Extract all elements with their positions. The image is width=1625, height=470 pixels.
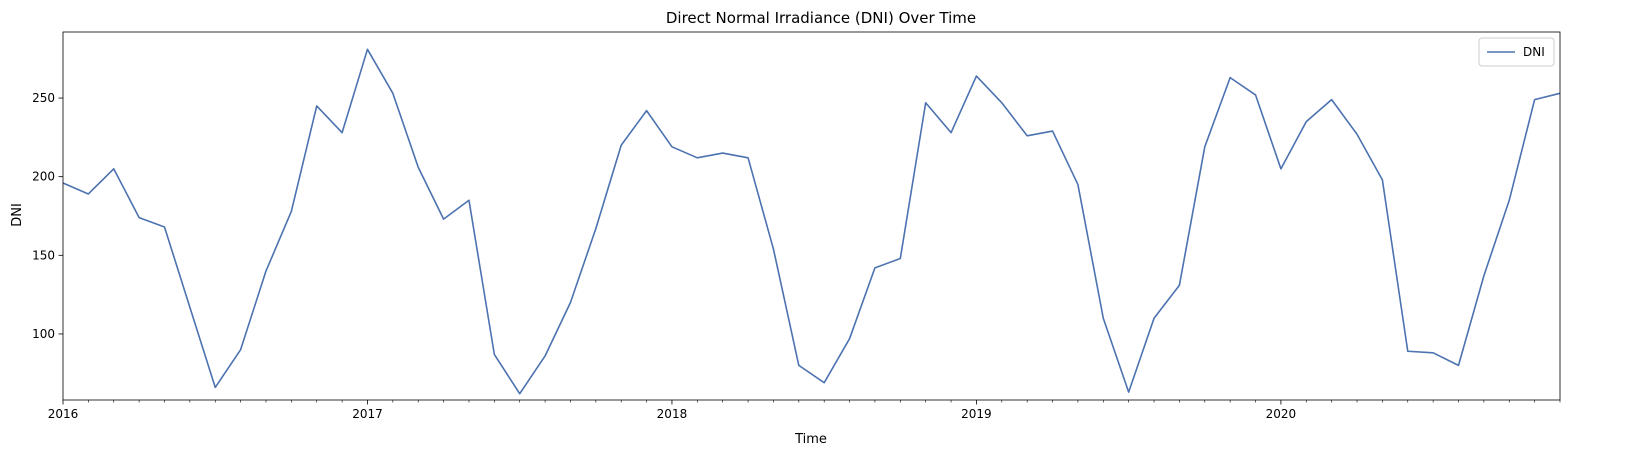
legend-box xyxy=(1478,37,1555,67)
chart-title: Direct Normal Irradiance (DNI) Over Time xyxy=(666,9,976,27)
y-tick-label: 150 xyxy=(32,248,55,262)
plot-area: 2016 2017 2018 2019 2020 100 150 200 250 xyxy=(32,31,1561,421)
x-tick-label: 2018 xyxy=(657,407,688,421)
legend-label: DNI xyxy=(1523,45,1545,59)
y-tick-label: 100 xyxy=(32,327,55,341)
x-tick-label: 2016 xyxy=(48,407,79,421)
x-tick-label: 2017 xyxy=(352,407,383,421)
x-axis-label: Time xyxy=(794,432,827,447)
y-tick-label: 200 xyxy=(32,170,55,184)
legend: DNI xyxy=(1478,37,1555,67)
y-tick-label: 250 xyxy=(32,91,55,105)
y-axis-label: DNI xyxy=(10,203,25,227)
series-line-dni xyxy=(62,48,1561,395)
x-tick-label: 2019 xyxy=(961,407,992,421)
x-tick-label: 2020 xyxy=(1266,407,1297,421)
axes-frame xyxy=(62,31,1561,401)
